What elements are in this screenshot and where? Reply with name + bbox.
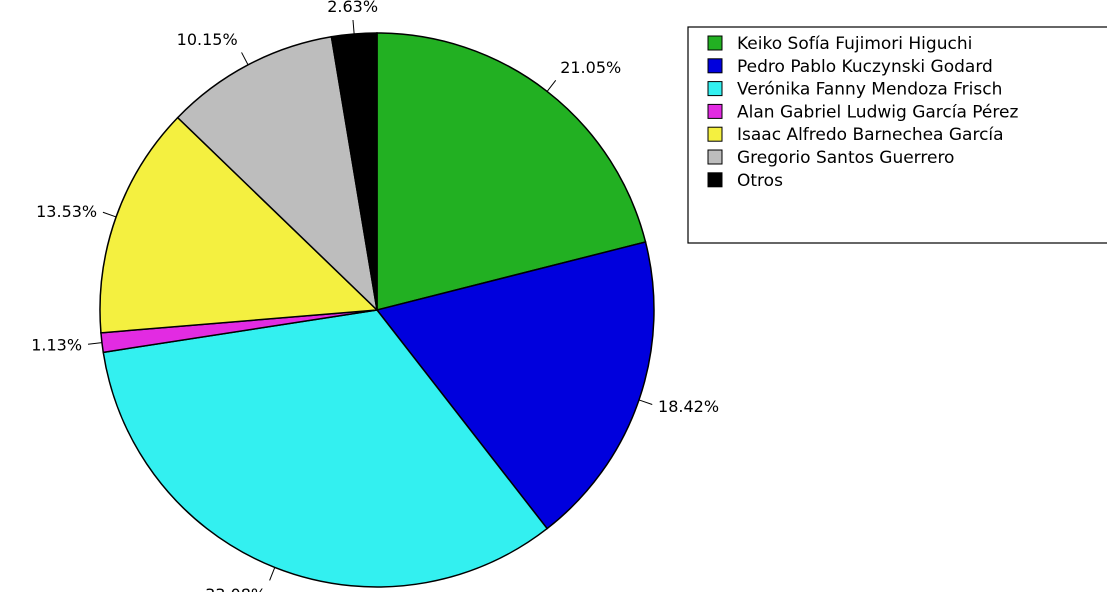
legend-swatch bbox=[707, 103, 723, 119]
pie-slice bbox=[99, 116, 379, 334]
legend-label: Pedro Pablo Kuczynski Godard bbox=[737, 57, 993, 77]
leader-line bbox=[638, 399, 653, 405]
percent-label: 21.05% bbox=[560, 58, 621, 77]
pie-slice bbox=[376, 32, 647, 311]
legend-label: Keiko Sofía Fujimori Higuchi bbox=[737, 34, 972, 54]
percent-label: 2.63% bbox=[327, 0, 378, 16]
leader-line bbox=[546, 80, 557, 92]
legend-label: Gregorio Santos Guerrero bbox=[737, 148, 954, 168]
legend-swatch bbox=[707, 35, 723, 51]
legend-label: Verónika Fanny Mendoza Frisch bbox=[737, 80, 1002, 100]
legend-box bbox=[687, 26, 1107, 244]
leader-line bbox=[102, 211, 117, 218]
legend-label: Alan Gabriel Ludwig García Pérez bbox=[737, 102, 1018, 122]
legend-swatch bbox=[707, 81, 723, 97]
legend-swatch bbox=[707, 149, 723, 165]
legend-label: Isaac Alfredo Barnechea García bbox=[737, 125, 1004, 145]
legend-swatch bbox=[707, 58, 723, 74]
legend-label: Otros bbox=[737, 171, 783, 191]
leader-line bbox=[87, 342, 102, 345]
percent-label: 33.08% bbox=[205, 585, 266, 592]
pie-percent-labels: 21.05% 18.42% 33.08% 1.13% 13.53% 10.15% 2.63% bbox=[31, 0, 719, 592]
pie-slices bbox=[99, 32, 655, 588]
pie-leader-lines bbox=[87, 19, 653, 581]
legend-swatch bbox=[707, 126, 723, 142]
leader-line bbox=[269, 567, 276, 581]
pie-slice bbox=[330, 32, 378, 311]
legend-swatch bbox=[707, 172, 723, 188]
leader-line bbox=[352, 19, 355, 34]
percent-label: 18.42% bbox=[658, 397, 719, 416]
pie-slice bbox=[176, 35, 379, 313]
leader-line bbox=[241, 52, 249, 66]
percent-label: 10.15% bbox=[177, 30, 238, 49]
percent-label: 13.53% bbox=[36, 202, 97, 221]
percent-label: 1.13% bbox=[31, 336, 82, 355]
legend: Keiko Sofía Fujimori Higuchi Pedro Pablo … bbox=[687, 26, 1107, 244]
